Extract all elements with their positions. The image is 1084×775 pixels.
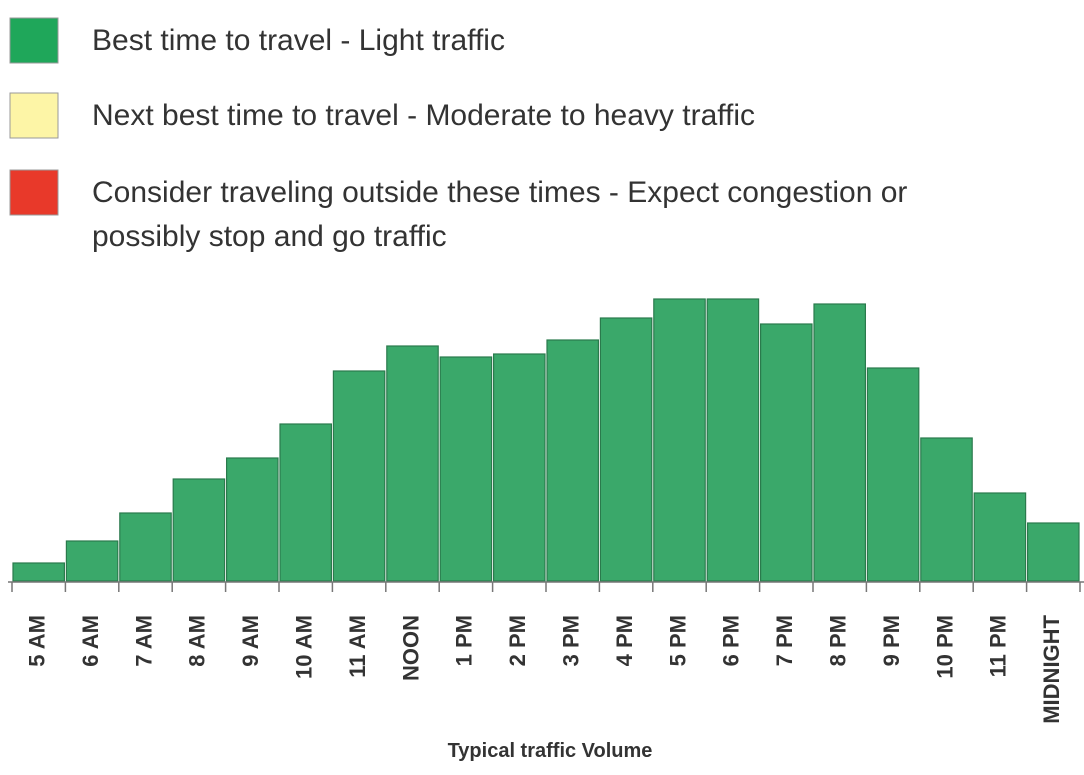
bar bbox=[546, 339, 600, 582]
legend-swatch bbox=[9, 17, 59, 64]
x-tick-label: 8 AM bbox=[185, 615, 210, 667]
bar bbox=[973, 492, 1027, 582]
legend-label: Consider traveling outside these times -… bbox=[92, 176, 907, 209]
x-tick-label: 5 AM bbox=[25, 615, 50, 667]
bar bbox=[226, 457, 279, 582]
bar bbox=[332, 370, 386, 582]
x-tick-label: 2 PM bbox=[505, 615, 530, 666]
x-tick-label: 8 PM bbox=[826, 615, 851, 666]
legend-label: Best time to travel - Light traffic bbox=[92, 24, 505, 57]
x-tick-label: 11 PM bbox=[986, 615, 1011, 677]
x-tick-label: 7 AM bbox=[131, 615, 156, 667]
x-tick-label: 10 AM bbox=[292, 615, 317, 679]
legend-swatch bbox=[9, 169, 59, 216]
bar bbox=[279, 423, 333, 582]
x-tick-label: NOON bbox=[398, 615, 423, 681]
bar bbox=[1026, 522, 1080, 582]
bar bbox=[920, 437, 973, 582]
bar bbox=[65, 540, 119, 582]
x-tick-label: 4 PM bbox=[612, 615, 637, 666]
bar bbox=[599, 317, 653, 582]
x-tick-label: 6 AM bbox=[78, 615, 103, 667]
bar bbox=[439, 356, 493, 582]
bar bbox=[759, 323, 813, 582]
x-tick-label: MIDNIGHT bbox=[1039, 614, 1064, 723]
legend-swatch bbox=[9, 92, 59, 139]
bar bbox=[653, 298, 706, 582]
x-tick-label: 9 PM bbox=[879, 615, 904, 666]
bar bbox=[813, 303, 867, 582]
bar bbox=[493, 353, 546, 582]
x-tick-label: 6 PM bbox=[719, 615, 744, 666]
bar bbox=[119, 512, 172, 582]
x-tick-label: 5 PM bbox=[665, 615, 690, 666]
bar bbox=[866, 367, 920, 582]
bar bbox=[706, 298, 760, 582]
bar bbox=[172, 478, 226, 582]
x-tick-label: 10 PM bbox=[932, 615, 957, 679]
legend-label: possibly stop and go traffic bbox=[92, 220, 447, 253]
x-tick-label: 1 PM bbox=[452, 615, 477, 666]
bar bbox=[12, 562, 66, 582]
legend-label: Next best time to travel - Moderate to h… bbox=[92, 99, 755, 132]
x-tick-label: 3 PM bbox=[559, 615, 584, 666]
x-tick-label: 11 AM bbox=[345, 615, 370, 678]
x-axis-label: Typical traffic Volume bbox=[448, 740, 653, 762]
x-tick-label: 7 PM bbox=[772, 615, 797, 666]
bar bbox=[386, 345, 439, 582]
x-tick-label: 9 AM bbox=[238, 615, 263, 667]
